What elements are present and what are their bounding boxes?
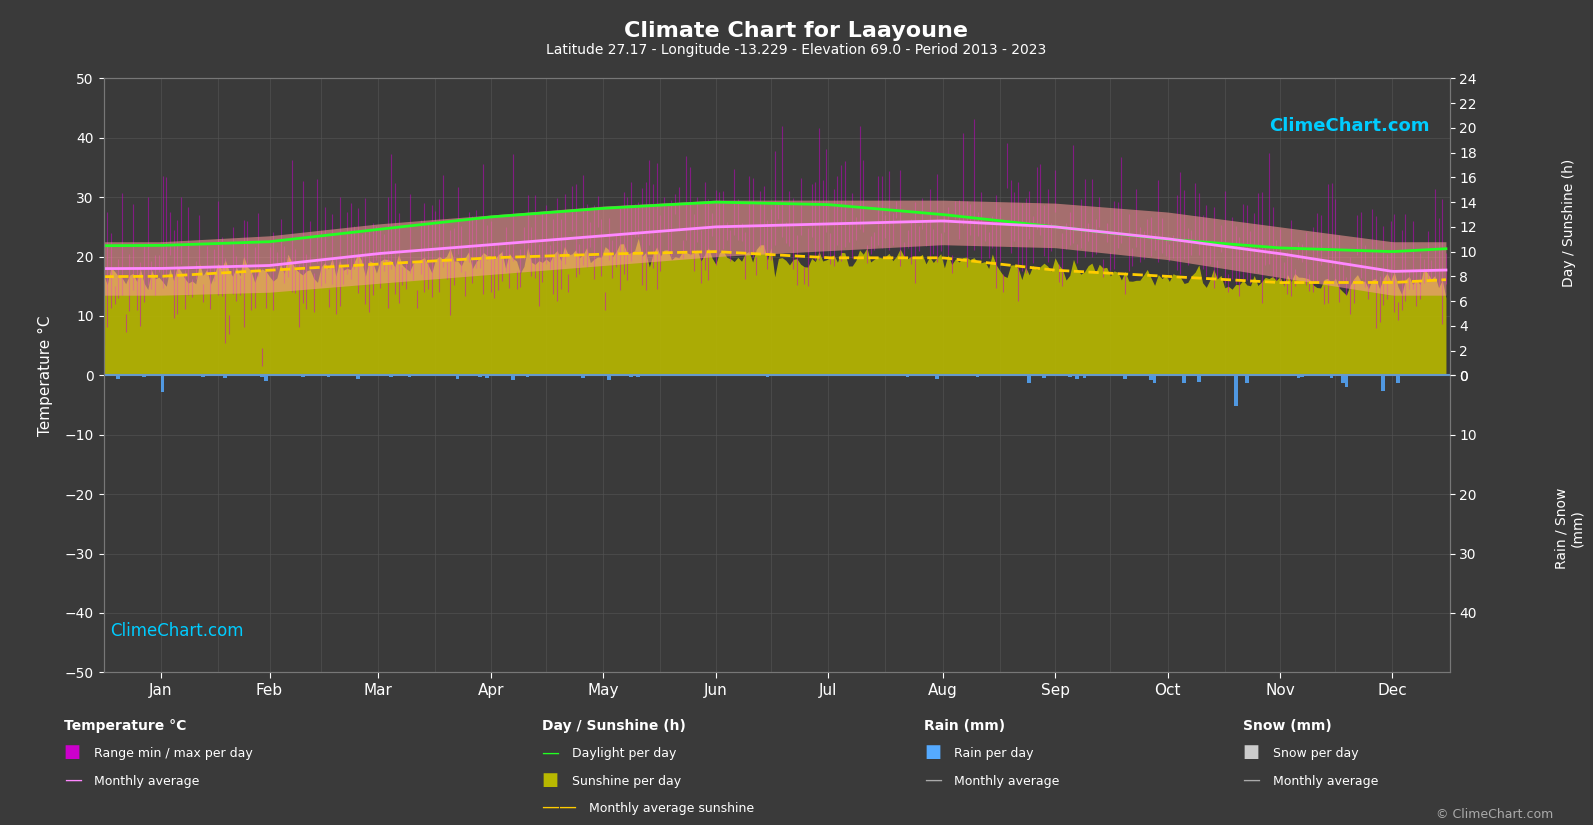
Bar xyxy=(607,375,610,380)
Bar xyxy=(478,375,481,377)
Bar xyxy=(1042,375,1045,378)
Text: ■: ■ xyxy=(1243,743,1260,761)
Bar xyxy=(389,375,393,376)
Bar xyxy=(264,375,268,381)
Text: —: — xyxy=(64,771,81,789)
Bar xyxy=(629,375,632,377)
Bar xyxy=(161,375,164,392)
Bar xyxy=(327,375,330,377)
Text: Monthly average sunshine: Monthly average sunshine xyxy=(589,802,755,815)
Text: Sunshine per day: Sunshine per day xyxy=(572,775,682,788)
Text: —: — xyxy=(542,743,559,761)
Bar xyxy=(260,375,264,377)
Text: ——: —— xyxy=(542,798,578,816)
Text: Rain / Snow
(mm): Rain / Snow (mm) xyxy=(1555,488,1583,568)
Text: ■: ■ xyxy=(542,771,559,789)
Bar xyxy=(102,375,105,383)
Bar xyxy=(357,375,360,379)
Text: Climate Chart for Laayoune: Climate Chart for Laayoune xyxy=(624,21,969,40)
Bar xyxy=(1083,375,1086,378)
Text: ■: ■ xyxy=(64,743,81,761)
Y-axis label: Temperature °C: Temperature °C xyxy=(38,315,54,436)
Bar xyxy=(1300,375,1305,376)
Bar xyxy=(201,375,205,377)
Bar xyxy=(1246,375,1249,383)
Bar xyxy=(1341,375,1344,383)
Bar xyxy=(910,375,913,376)
Text: Rain (mm): Rain (mm) xyxy=(924,719,1005,733)
Bar xyxy=(1067,375,1072,377)
Bar xyxy=(1002,375,1005,376)
Bar xyxy=(408,375,411,377)
Bar xyxy=(511,375,515,380)
Text: —: — xyxy=(1243,771,1260,789)
Text: ■: ■ xyxy=(924,743,941,761)
Text: Day / Sunshine (h): Day / Sunshine (h) xyxy=(542,719,685,733)
Text: —: — xyxy=(924,771,941,789)
Text: Monthly average: Monthly average xyxy=(954,775,1059,788)
Bar xyxy=(1196,375,1201,382)
Bar xyxy=(1075,375,1078,380)
Text: Monthly average: Monthly average xyxy=(94,775,199,788)
Bar xyxy=(223,375,228,378)
Bar xyxy=(142,375,147,377)
Bar xyxy=(1381,375,1384,391)
Text: Daylight per day: Daylight per day xyxy=(572,747,677,761)
Bar xyxy=(1330,375,1333,378)
Text: Rain per day: Rain per day xyxy=(954,747,1034,761)
Text: Snow per day: Snow per day xyxy=(1273,747,1359,761)
Bar xyxy=(935,375,938,379)
Bar xyxy=(456,375,459,379)
Bar xyxy=(1123,375,1126,379)
Text: ClimeChart.com: ClimeChart.com xyxy=(110,622,244,639)
Text: ClimeChart.com: ClimeChart.com xyxy=(1270,117,1429,135)
Text: Monthly average: Monthly average xyxy=(1273,775,1378,788)
Bar xyxy=(906,375,910,377)
Bar xyxy=(1297,375,1300,378)
Bar xyxy=(526,375,529,377)
Text: Latitude 27.17 - Longitude -13.229 - Elevation 69.0 - Period 2013 - 2023: Latitude 27.17 - Longitude -13.229 - Ele… xyxy=(546,43,1047,57)
Bar xyxy=(1153,375,1157,383)
Bar xyxy=(486,375,489,378)
Text: Temperature °C: Temperature °C xyxy=(64,719,186,733)
Text: Range min / max per day: Range min / max per day xyxy=(94,747,253,761)
Bar xyxy=(766,375,769,378)
Bar xyxy=(1395,375,1400,383)
Bar xyxy=(637,375,640,377)
Bar xyxy=(977,375,980,378)
Text: Day / Sunshine (h): Day / Sunshine (h) xyxy=(1563,158,1575,287)
Text: © ClimeChart.com: © ClimeChart.com xyxy=(1435,808,1553,821)
Bar xyxy=(301,375,304,377)
Bar xyxy=(116,375,119,380)
Bar xyxy=(1344,375,1348,387)
Bar xyxy=(1149,375,1153,380)
Bar xyxy=(1182,375,1185,383)
Bar xyxy=(1235,375,1238,406)
Text: Snow (mm): Snow (mm) xyxy=(1243,719,1332,733)
Bar xyxy=(1027,375,1031,383)
Bar xyxy=(581,375,585,378)
